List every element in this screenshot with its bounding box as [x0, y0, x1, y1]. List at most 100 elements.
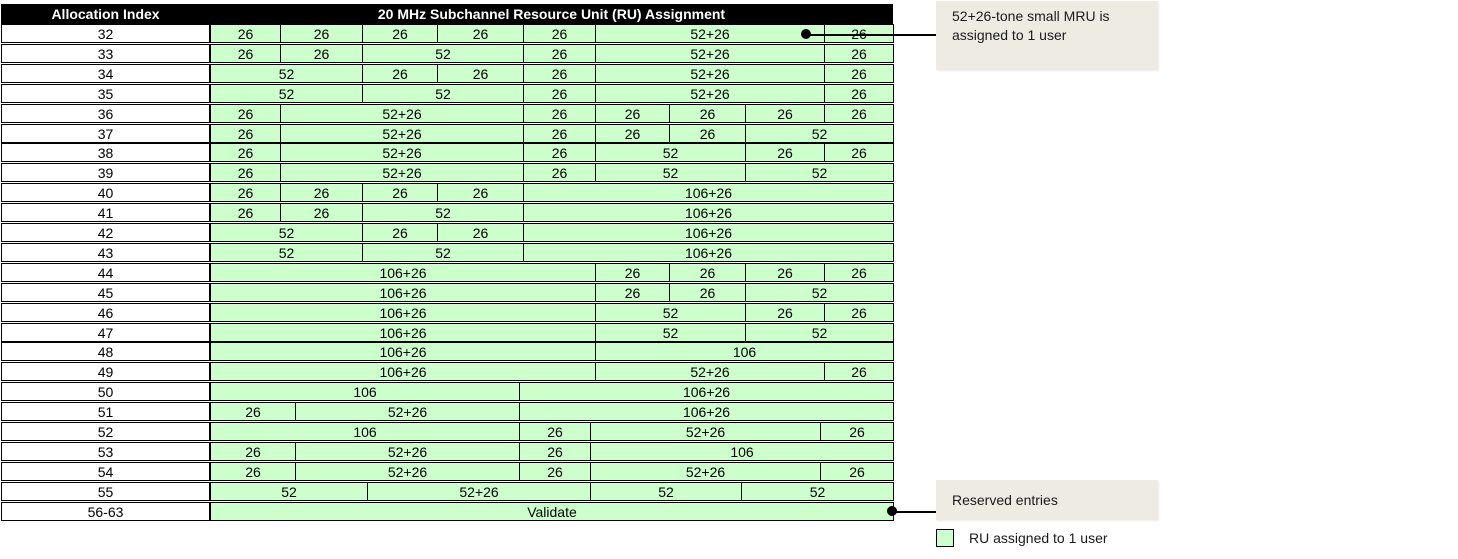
ru-cell: 26 [280, 43, 363, 63]
ru-cell: 26 [362, 183, 438, 203]
ru-cell: 106+26 [523, 183, 894, 203]
ru-cell: 52+26 [595, 63, 825, 83]
ru-cell: 52+26 [595, 83, 825, 103]
mru-annotation-text: 52+26-tone small MRU is assigned to 1 us… [952, 8, 1110, 43]
legend-swatch [936, 529, 954, 547]
ru-cell: 26 [210, 183, 281, 203]
ru-cell: 26 [745, 143, 825, 163]
ru-cell: 52 [210, 63, 363, 83]
allocation-index-cell: 54 [1, 461, 210, 481]
ru-cell: 26 [210, 163, 281, 183]
ru-cell: 26 [210, 43, 281, 63]
allocation-index-cell: 38 [1, 143, 210, 163]
allocation-index-cell: 48 [1, 342, 210, 362]
ru-cell: 52 [745, 163, 894, 183]
ru-cell: 52 [210, 481, 368, 501]
ru-cell: 26 [437, 24, 524, 43]
ru-cell: 52 [362, 43, 524, 63]
ru-cell: 26 [595, 103, 670, 123]
ru-cell: 26 [362, 24, 438, 43]
ru-cell: 26 [669, 123, 746, 143]
ru-cell: 106+26 [210, 342, 596, 362]
ru-cell: 52 [362, 203, 524, 223]
allocation-index-cell: 47 [1, 322, 210, 342]
ru-cell: 52+26 [280, 163, 524, 183]
ru-cell: 26 [824, 63, 894, 83]
ru-cell: 52 [745, 123, 894, 143]
allocation-index-header: Allocation Index [1, 4, 210, 24]
ru-cell: 26 [595, 262, 670, 282]
mru-callout-line [806, 34, 936, 36]
allocation-index-cell: 46 [1, 302, 210, 322]
allocation-index-cell: 51 [1, 402, 210, 422]
ru-cell: 52+26 [280, 123, 524, 143]
allocation-index-cell: 33 [1, 43, 210, 63]
ru-cell: 106+26 [210, 302, 596, 322]
ru-cell: 26 [280, 24, 363, 43]
allocation-index-cell: 43 [1, 242, 210, 262]
ru-cell: 26 [280, 203, 363, 223]
ru-cell: 52+26 [295, 441, 520, 461]
ru-cell: 26 [210, 143, 281, 163]
allocation-index-cell: 55 [1, 481, 210, 501]
allocation-index-cell: 39 [1, 163, 210, 183]
ru-cell: 26 [210, 441, 296, 461]
ru-cell: 52 [745, 282, 894, 302]
ru-cell: 26 [824, 302, 894, 322]
ru-cell: 106 [210, 422, 520, 441]
ru-cell: 26 [824, 262, 894, 282]
ru-cell: 26 [745, 103, 825, 123]
ru-cell: 106+26 [523, 242, 894, 262]
reserved-annotation-text: Reserved entries [952, 492, 1058, 508]
ru-cell: 26 [824, 43, 894, 63]
ru-cell: 52 [595, 143, 746, 163]
ru-cell: 106+26 [210, 262, 596, 282]
ru-cell: 52 [745, 322, 894, 342]
ru-cell: 52 [595, 163, 746, 183]
ru-cell: 52+26 [595, 43, 825, 63]
ru-cell: 52+26 [295, 402, 520, 422]
allocation-index-cell: 35 [1, 83, 210, 103]
ru-cell: 26 [669, 103, 746, 123]
ru-cell: 26 [437, 63, 524, 83]
allocation-index-cell: 50 [1, 382, 210, 402]
ru-cell: 52+26 [367, 481, 591, 501]
ru-cell: 26 [824, 83, 894, 103]
ru-cell: 26 [437, 223, 524, 242]
ru-cell: 26 [523, 123, 596, 143]
allocation-index-cell: 53 [1, 441, 210, 461]
ru-cell: 26 [523, 63, 596, 83]
legend-label: RU assigned to 1 user [969, 530, 1108, 546]
ru-cell: 52 [210, 242, 363, 262]
ru-cell: 52 [210, 223, 363, 242]
ru-cell: 26 [437, 183, 524, 203]
allocation-index-cell: 52 [1, 422, 210, 441]
ru-cell: Validate [210, 501, 894, 521]
ru-cell: 106+26 [519, 382, 894, 402]
ru-cell: 26 [519, 441, 591, 461]
ru-cell: 26 [210, 24, 281, 43]
ru-cell: 52 [362, 242, 524, 262]
ru-cell: 26 [595, 123, 670, 143]
allocation-index-cell: 44 [1, 262, 210, 282]
allocation-index-cell: 37 [1, 123, 210, 143]
ru-cell: 52+26 [595, 362, 825, 382]
ru-cell: 106+26 [523, 223, 894, 242]
ru-cell: 26 [210, 402, 296, 422]
ru-cell: 26 [745, 302, 825, 322]
ru-cell: 26 [362, 63, 438, 83]
allocation-index-cell: 42 [1, 223, 210, 242]
ru-cell: 26 [824, 362, 894, 382]
ru-cell: 26 [669, 262, 746, 282]
ru-cell: 52 [741, 481, 894, 501]
allocation-index-cell: 56-63 [1, 501, 210, 521]
ru-cell: 26 [210, 461, 296, 481]
ru-cell: 52+26 [295, 461, 520, 481]
ru-cell: 26 [523, 24, 596, 43]
ru-cell: 26 [210, 103, 281, 123]
ru-cell: 106 [210, 382, 520, 402]
ru-cell: 26 [523, 103, 596, 123]
ru-cell: 26 [824, 24, 894, 43]
ru-cell: 106 [590, 441, 894, 461]
ru-cell: 26 [523, 163, 596, 183]
